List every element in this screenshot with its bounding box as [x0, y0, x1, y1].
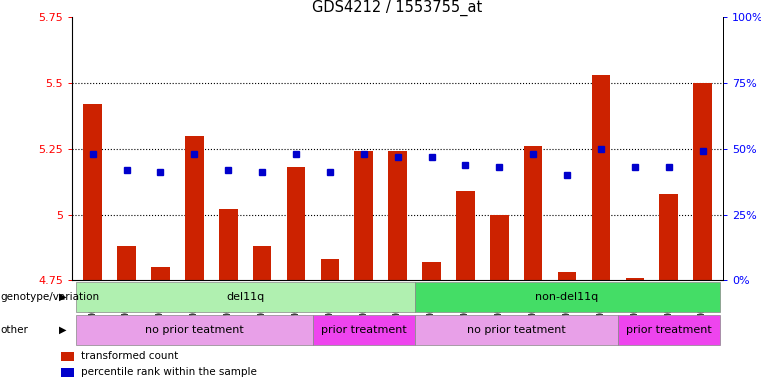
Bar	[558, 272, 576, 280]
Bar	[626, 278, 644, 280]
Bar	[83, 104, 102, 280]
Bar	[591, 75, 610, 280]
Bar	[313, 315, 415, 345]
Text: ▶: ▶	[59, 325, 66, 335]
Bar	[61, 368, 74, 377]
Bar	[287, 167, 305, 280]
Text: del11q: del11q	[226, 292, 264, 302]
Bar	[117, 246, 135, 280]
Bar	[320, 259, 339, 280]
Bar	[253, 246, 272, 280]
Bar	[355, 151, 373, 280]
Bar	[660, 194, 678, 280]
Bar	[415, 315, 618, 345]
Bar	[388, 151, 407, 280]
Bar	[524, 146, 543, 280]
Text: prior treatment: prior treatment	[626, 325, 712, 335]
Bar	[75, 315, 313, 345]
Text: genotype/variation: genotype/variation	[1, 292, 100, 302]
Bar	[422, 262, 441, 280]
Bar	[151, 267, 170, 280]
Bar	[415, 282, 720, 312]
Bar	[456, 191, 475, 280]
Text: percentile rank within the sample: percentile rank within the sample	[81, 367, 257, 377]
Bar	[490, 215, 508, 280]
Text: prior treatment: prior treatment	[321, 325, 406, 335]
Text: ▶: ▶	[59, 292, 66, 302]
Bar	[693, 83, 712, 280]
Bar	[618, 315, 720, 345]
Bar	[219, 209, 237, 280]
Text: non-del11q: non-del11q	[536, 292, 599, 302]
Text: no prior teatment: no prior teatment	[466, 325, 565, 335]
Text: other: other	[1, 325, 29, 335]
Text: transformed count: transformed count	[81, 351, 179, 361]
Bar	[61, 352, 74, 361]
Text: no prior teatment: no prior teatment	[145, 325, 244, 335]
Bar	[75, 282, 415, 312]
Title: GDS4212 / 1553755_at: GDS4212 / 1553755_at	[313, 0, 482, 16]
Bar	[185, 136, 204, 280]
